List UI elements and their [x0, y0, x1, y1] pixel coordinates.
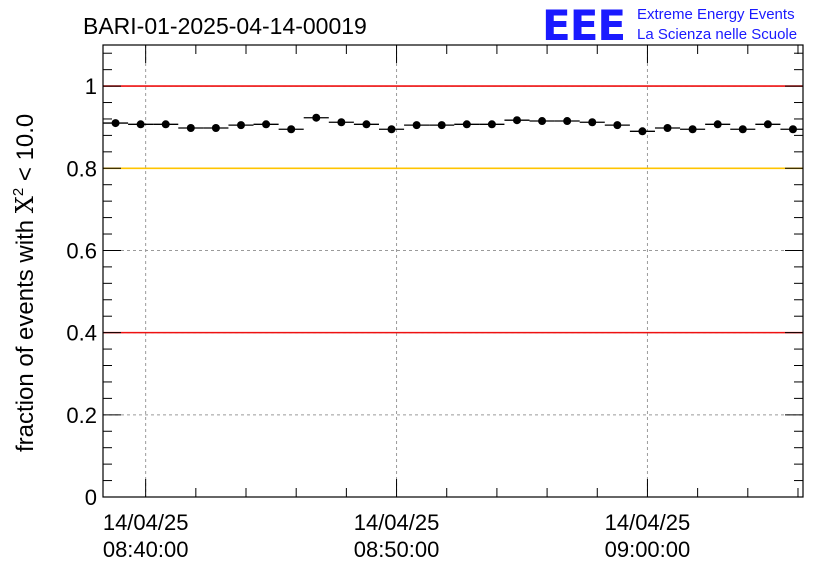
- y-axis-label: fraction of events with X2 < 10.0: [10, 114, 39, 452]
- data-point: [278, 125, 304, 134]
- x-tick-time: 08:50:00: [354, 537, 440, 562]
- x-tick-date: 14/04/25: [354, 510, 440, 535]
- data-point: [479, 120, 505, 129]
- data-point-marker: [362, 120, 371, 129]
- x-tick-time: 08:40:00: [103, 537, 189, 562]
- data-point: [228, 121, 254, 130]
- data-point-marker: [337, 118, 346, 127]
- data-point-marker: [588, 118, 597, 127]
- logo-line2: La Scienza nelle Scuole: [637, 26, 797, 43]
- data-point: [353, 120, 379, 129]
- data-point: [529, 117, 555, 126]
- y-tick-label: 0.6: [66, 238, 97, 263]
- x-tick-date: 14/04/25: [103, 510, 189, 535]
- y-tick-label: 0: [85, 485, 97, 510]
- logo-letters: EEE: [542, 1, 625, 50]
- data-point: [404, 121, 430, 130]
- y-tick-label: 0.4: [66, 321, 97, 346]
- plot-frame: [102, 44, 804, 498]
- data-point: [103, 119, 129, 128]
- y-tick-label: 0.2: [66, 403, 97, 428]
- y-axis-label-symbol: X: [11, 196, 39, 213]
- data-point: [654, 124, 681, 133]
- eee-logo: EEE Extreme Energy Events La Scienza nel…: [542, 1, 797, 50]
- logo-line1: Extreme Energy Events: [637, 6, 795, 23]
- data-point-marker: [563, 117, 572, 126]
- data-point-marker: [161, 120, 170, 129]
- data-point: [378, 125, 405, 134]
- x-tick-time: 09:00:00: [605, 537, 691, 562]
- data-point: [504, 116, 530, 125]
- data-point: [554, 117, 580, 126]
- data-point-marker: [713, 120, 722, 129]
- data-point-marker: [613, 121, 622, 130]
- data-point-marker: [512, 116, 521, 125]
- data-point: [328, 118, 354, 127]
- data-point-marker: [487, 120, 496, 129]
- data-point-marker: [688, 125, 697, 134]
- data-point-marker: [111, 119, 120, 128]
- data-point: [429, 121, 455, 130]
- data-point-marker: [763, 120, 772, 129]
- data-point-marker: [136, 120, 145, 129]
- y-tick-label: 1: [85, 74, 97, 99]
- chart-title: BARI-01-2025-04-14-00019: [83, 13, 367, 39]
- data-point: [579, 118, 605, 127]
- data-point-marker: [663, 124, 672, 133]
- axes: [102, 44, 804, 498]
- data-point: [253, 120, 279, 129]
- data-point: [705, 120, 731, 129]
- data-point: [730, 125, 756, 134]
- data-point: [604, 121, 630, 130]
- data-point-marker: [186, 124, 195, 133]
- data-point-marker: [462, 120, 471, 129]
- data-point: [303, 113, 329, 122]
- data-point: [755, 120, 781, 129]
- reference-lines: [103, 85, 803, 334]
- data-points: [103, 113, 803, 136]
- data-point: [454, 120, 480, 129]
- data-point-marker: [412, 121, 421, 130]
- data-point-marker: [387, 125, 396, 134]
- data-point: [128, 120, 154, 129]
- y-tick-label: 0.8: [66, 156, 97, 181]
- y-axis-label-prefix: fraction of events with: [12, 213, 39, 452]
- data-point-marker: [312, 113, 321, 122]
- data-point-marker: [211, 124, 220, 133]
- tick-labels: 00.20.40.60.8114/04/2508:40:0014/04/2508…: [66, 74, 690, 562]
- data-point-marker: [638, 127, 647, 136]
- grid: [103, 45, 803, 497]
- data-point-marker: [437, 121, 446, 130]
- data-point-marker: [236, 121, 245, 130]
- y-axis-label-suffix: < 10.0: [12, 114, 39, 188]
- data-point-marker: [738, 125, 747, 134]
- data-point-marker: [788, 125, 797, 134]
- data-point: [203, 124, 229, 133]
- y-axis-label-superscript: 2: [10, 188, 27, 196]
- data-point: [178, 124, 204, 133]
- data-point: [153, 120, 179, 129]
- data-point: [780, 125, 803, 134]
- x-tick-date: 14/04/25: [605, 510, 691, 535]
- data-point-marker: [287, 125, 296, 134]
- data-point: [680, 125, 706, 134]
- data-point: [629, 127, 655, 136]
- data-point-marker: [538, 117, 547, 126]
- data-point-marker: [262, 120, 271, 129]
